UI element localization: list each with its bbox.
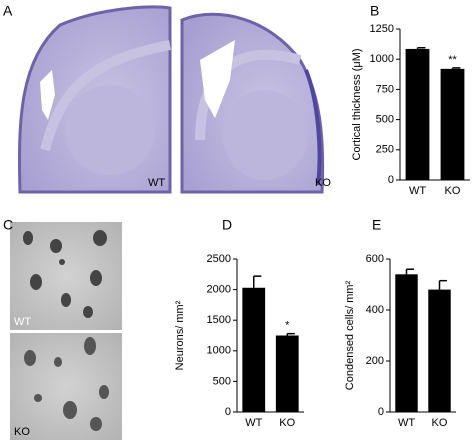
cell-image-ko: [10, 333, 122, 440]
y-tick-label: 0: [225, 406, 231, 418]
y-tick-label: 500: [213, 375, 231, 387]
x-tick-label: KO: [432, 417, 448, 429]
x-tick-label: KO: [445, 185, 461, 197]
y-tick-label: 1250: [370, 23, 394, 35]
cell-image-wt: [10, 222, 122, 330]
y-tick-label: 1000: [207, 345, 231, 357]
brain-section-ko: [180, 3, 340, 194]
panel-letter: C: [3, 217, 13, 233]
image-label: KO: [315, 177, 331, 189]
y-axis-label: Condensed cells/ mm²: [344, 280, 356, 390]
image-label: KO: [14, 426, 30, 438]
y-tick-label: 1000: [370, 53, 394, 65]
bar: [275, 335, 299, 412]
panel-letter: D: [222, 217, 232, 233]
y-tick-label: 2000: [207, 284, 231, 296]
panel-letter: B: [370, 3, 379, 19]
image-label: WT: [14, 316, 31, 328]
y-tick-label: 250: [376, 144, 394, 156]
significance: **: [448, 54, 457, 66]
bar: [242, 287, 266, 412]
y-tick-label: 600: [366, 253, 384, 265]
x-tick-label: WT: [398, 417, 415, 429]
y-tick-label: 2500: [207, 253, 231, 265]
significance: *: [285, 320, 290, 332]
y-tick-label: 0: [378, 406, 384, 418]
panel-letter: A: [3, 3, 13, 19]
bar: [405, 48, 430, 180]
bar: [395, 274, 418, 412]
x-tick-label: WT: [409, 185, 426, 197]
y-axis-label: Cortical thickness (μM): [351, 48, 363, 160]
bar: [440, 68, 465, 180]
y-tick-label: 400: [366, 304, 384, 316]
y-tick-label: 200: [366, 355, 384, 367]
y-tick-label: 500: [376, 114, 394, 126]
brain-section-wt: [10, 3, 172, 194]
panel-letter: E: [372, 217, 381, 233]
x-tick-label: KO: [279, 417, 295, 429]
y-tick-label: 0: [388, 174, 394, 186]
x-tick-label: WT: [245, 417, 262, 429]
y-tick-label: 750: [376, 83, 394, 95]
bar: [428, 289, 451, 412]
y-tick-label: 1500: [207, 314, 231, 326]
y-axis-label: Neurons/ mm²: [174, 300, 186, 370]
image-label: WT: [148, 177, 165, 189]
